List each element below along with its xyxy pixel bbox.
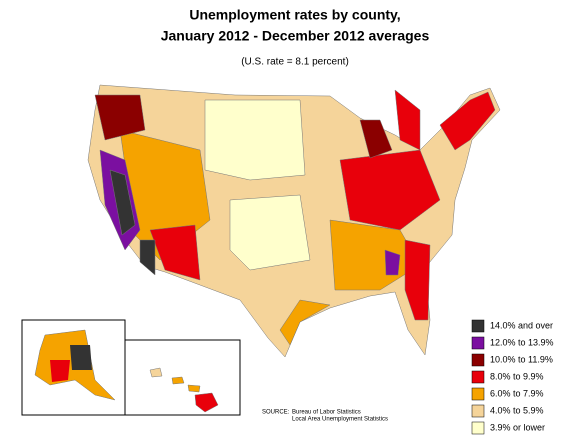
region (204, 99, 306, 181)
title-line: January 2012 - December 2012 averages (161, 28, 430, 44)
legend-swatch (471, 353, 485, 367)
region (109, 169, 136, 236)
island (149, 367, 163, 378)
legend-label: 14.0% and over (490, 320, 553, 330)
region (384, 249, 401, 276)
region (149, 224, 201, 281)
alaska-inset (21, 319, 126, 416)
region (279, 299, 331, 346)
legend-swatch (471, 404, 485, 418)
legend-label: 10.0% to 11.9% (490, 354, 553, 364)
inset-frame (124, 339, 241, 416)
region (50, 360, 70, 382)
region (70, 345, 92, 370)
region (339, 149, 441, 231)
source-label: SOURCE: (262, 410, 290, 416)
region (139, 239, 156, 276)
region (404, 239, 431, 321)
island (187, 384, 201, 393)
title-line: Unemployment rates by county, (189, 7, 400, 23)
legend-swatch (471, 319, 485, 333)
subtitle: (U.S. rate = 8.1 percent) (241, 57, 349, 68)
legend-label: 6.0% to 7.9% (490, 388, 544, 398)
region (439, 91, 496, 151)
legend-swatch (471, 421, 485, 435)
legend-label: 4.0% to 5.9% (490, 405, 544, 415)
legend-label: 12.0% to 13.9% (490, 337, 554, 347)
region (394, 89, 421, 151)
region (94, 94, 146, 141)
us-map (87, 84, 501, 358)
island (194, 392, 219, 413)
legend-swatch (471, 336, 485, 350)
region (229, 194, 311, 271)
source-line: Local Area Unemployment Statistics (292, 417, 388, 423)
island (171, 376, 185, 385)
legend-label: 8.0% to 9.9% (490, 371, 544, 381)
source-line: Bureau of Labor Statistics (292, 410, 361, 416)
legend-label: 3.9% or lower (490, 422, 545, 432)
hawaii-inset (124, 339, 241, 416)
legend: 14.0% and over 12.0% to 13.9% 10.0% to 11.… (471, 319, 554, 435)
region (359, 119, 393, 159)
legend-swatch (471, 387, 485, 401)
legend-swatch (471, 370, 485, 384)
